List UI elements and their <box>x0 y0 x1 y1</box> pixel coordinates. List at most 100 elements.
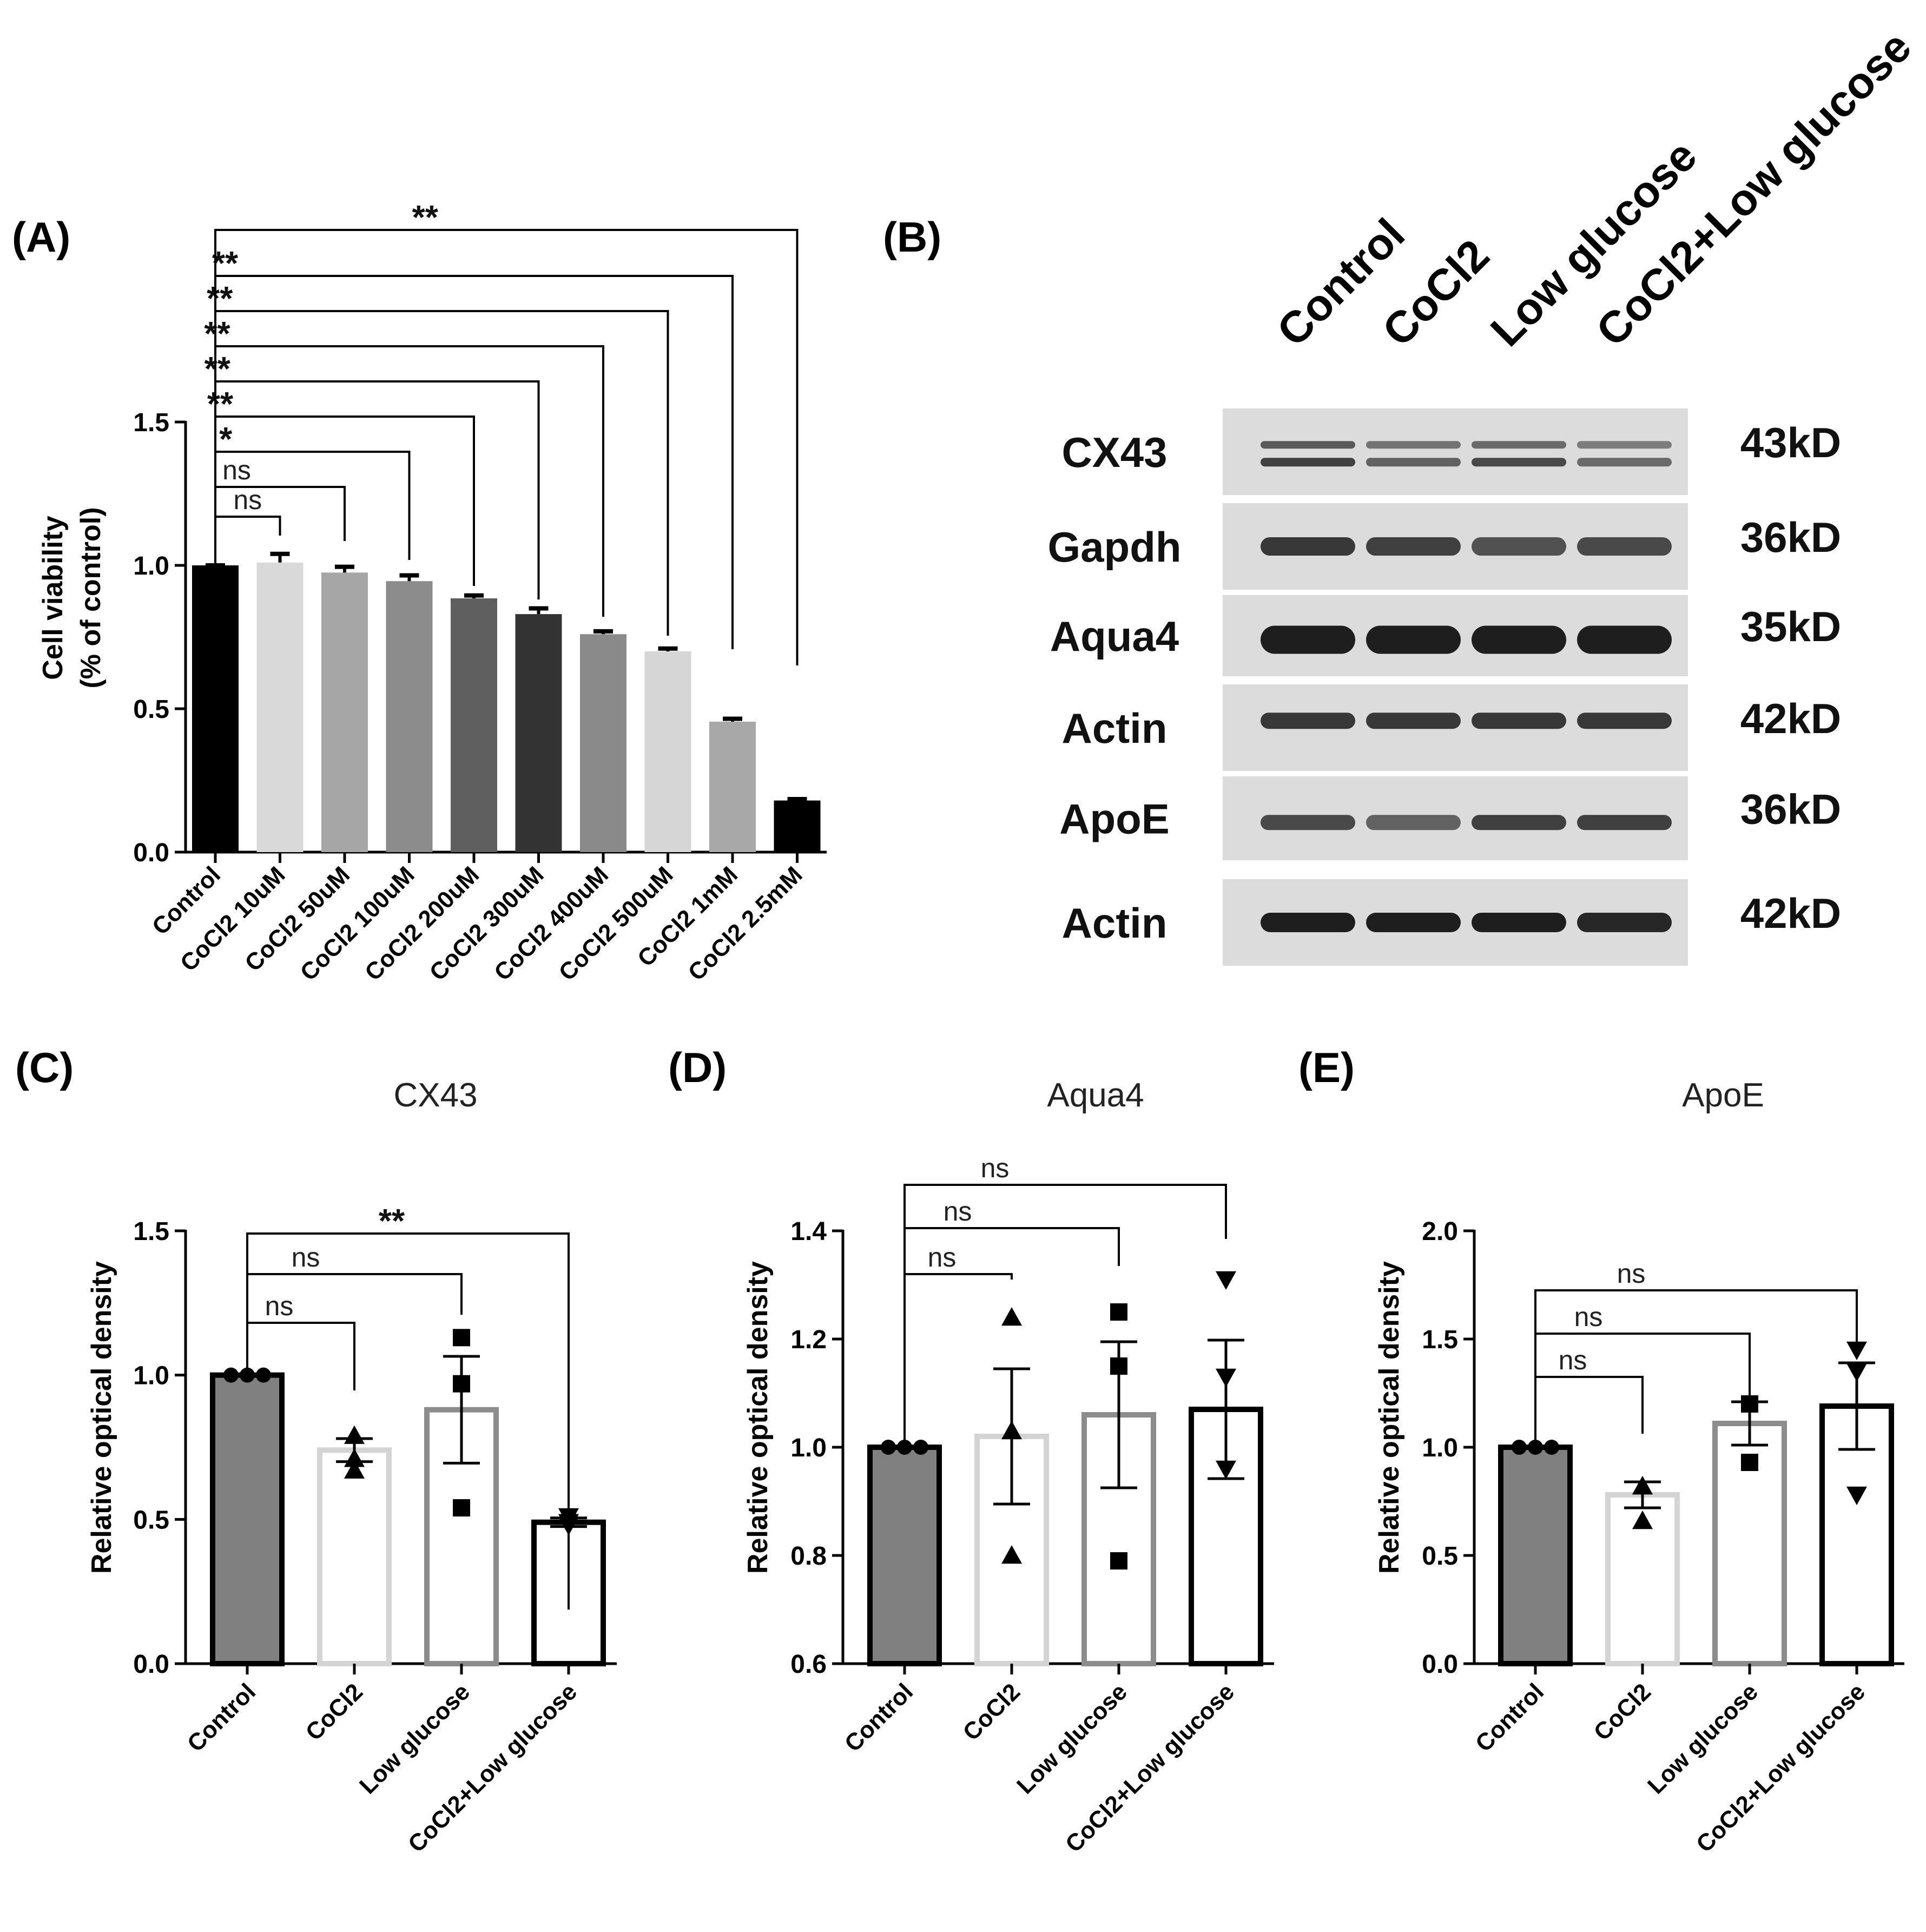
panel-e-y-tick-label: 1.0 <box>1422 1434 1458 1462</box>
panel-a-y-tick-label: 0.5 <box>133 695 169 724</box>
panel-b: (B) CX43 43kD Gapdh 36kD Aqua4 35kD Actin 42kD A… <box>883 22 1921 966</box>
blot-band <box>1366 441 1461 449</box>
blot-band <box>1577 625 1672 654</box>
blot-band <box>1366 537 1461 556</box>
panel-e-significance-label: ns <box>1617 1258 1646 1289</box>
blot-protein-label: Aqua4 <box>1050 612 1179 660</box>
panel-a-significance-label: ** <box>207 280 233 318</box>
blot-size-label: 35kD <box>1740 603 1841 650</box>
blot-band <box>1577 913 1672 932</box>
panel-a-y-axis-title: Cell viability (% of control) <box>37 507 107 688</box>
panel-e-data-point <box>1528 1440 1543 1455</box>
panel-e-significance-bracket <box>1534 1289 1858 1445</box>
blot-band <box>1577 537 1672 556</box>
blot-protein-label: CX43 <box>1061 428 1167 476</box>
panel-d-data-point <box>1001 1421 1022 1440</box>
panel-d-y-tick-label: 0.8 <box>790 1542 827 1571</box>
blot-protein-label: Gapdh <box>1048 523 1182 571</box>
panel-c: (C) CX43 Relative optical density 0.0 0.5… <box>15 1044 617 1858</box>
blot-band <box>1366 913 1461 932</box>
panel-c-data-point <box>256 1367 271 1383</box>
panel-e-significance-label: ns <box>1559 1345 1587 1375</box>
panel-d-y-tick-label: 1.0 <box>790 1434 827 1462</box>
blot-band <box>1366 713 1461 729</box>
panel-a-significance-label: ** <box>204 315 230 353</box>
panel-d-significance-label: ns <box>928 1242 957 1272</box>
panel-a-bar <box>580 634 626 852</box>
panel-e-category-label: Low glucose <box>1643 1678 1763 1799</box>
panel-a-y-axis-title-line1: Cell viability <box>37 516 69 680</box>
blot-band <box>1472 537 1566 556</box>
panel-a-category-label: CoCl2 400uM <box>489 861 614 986</box>
panel-c-category-label: Control <box>182 1678 261 1757</box>
panel-d-significance-label: ns <box>981 1153 1010 1183</box>
panel-d-category-label: CoCl2 <box>958 1678 1026 1746</box>
panel-c-significance-label: ns <box>265 1291 294 1321</box>
panel-a-bar <box>709 721 756 852</box>
panel-e-title: ApoE <box>1682 1077 1764 1114</box>
panel-c-data-point <box>223 1367 239 1383</box>
panel-a-y-axis-title-line2: (% of control) <box>75 507 107 688</box>
panel-d-y-tick-label: 1.2 <box>790 1326 827 1354</box>
blot-band <box>1472 815 1566 830</box>
blot-size-label: 36kD <box>1740 786 1841 833</box>
blot-band <box>1577 458 1672 467</box>
blot-band <box>1472 713 1566 729</box>
blot-size-label: 43kD <box>1740 419 1841 466</box>
blot-size-label: 36kD <box>1740 513 1841 561</box>
panel-d-category-label: Low glucose <box>1012 1678 1132 1799</box>
panel-e-data-point <box>1512 1440 1527 1455</box>
panel-a-bar <box>774 800 821 852</box>
panel-a-significance-label: ns <box>222 455 251 485</box>
panel-a-significance-label: ** <box>212 245 239 282</box>
panel-d-y-tick-label: 0.6 <box>790 1650 827 1679</box>
panel-d: (D) Aqua4 Relative optical density 0.6 0.… <box>668 1044 1274 1858</box>
panel-c-significance-label: ns <box>292 1242 320 1272</box>
panel-c-y-tick-label: 0.0 <box>133 1650 169 1679</box>
panel-d-data-point <box>1110 1552 1127 1570</box>
panel-b-letter: (B) <box>883 213 941 261</box>
panel-a-category-label: CoCl2 200uM <box>360 861 484 986</box>
panel-a-significance-bracket <box>214 516 281 563</box>
blot-protein-label: Actin <box>1062 704 1168 752</box>
panel-e-data-point <box>1846 1341 1867 1360</box>
panel-a-category-label: CoCl2 100uM <box>295 861 420 986</box>
panel-a-significance-label: ** <box>207 386 234 423</box>
panel-c-bar <box>210 1372 285 1667</box>
panel-d-significance-bracket <box>903 1184 1227 1445</box>
panel-e: (E) ApoE Relative optical density 0.0 0.5… <box>1298 1044 1904 1858</box>
panel-a-significance-label: ns <box>233 485 262 515</box>
panel-a-y-tick-label: 1.0 <box>133 552 169 581</box>
blot-band <box>1261 815 1355 830</box>
panel-e-bar <box>1498 1445 1573 1666</box>
blot-size-label: 42kD <box>1740 695 1841 742</box>
panel-c-data-point <box>240 1367 255 1383</box>
panel-c-title: CX43 <box>393 1077 477 1114</box>
blot-band <box>1261 441 1355 449</box>
panel-a-significance-label: ** <box>412 199 439 236</box>
panel-e-data-point <box>1846 1486 1867 1505</box>
panel-e-data-point <box>1544 1440 1559 1455</box>
panel-a-category-label: CoCl2 300uM <box>425 861 549 986</box>
panel-e-category-label: CoCl2 <box>1589 1678 1657 1746</box>
panel-e-y-tick-label: 1.5 <box>1422 1326 1458 1354</box>
panel-d-data-point <box>1216 1460 1236 1479</box>
panel-c-data-point <box>344 1425 365 1444</box>
panel-a-significance-label: * <box>219 421 233 458</box>
panel-c-data-point <box>344 1460 365 1479</box>
panel-a-y-tick-label: 0.0 <box>133 839 169 867</box>
blot-band <box>1472 441 1566 449</box>
panel-c-y-tick-label: 0.5 <box>133 1506 169 1534</box>
blot-band <box>1366 815 1461 830</box>
blot-band <box>1366 625 1461 654</box>
panel-d-category-label: Control <box>840 1678 918 1757</box>
panel-e-y-tick-label: 0.5 <box>1422 1542 1458 1571</box>
panel-c-data-point <box>453 1375 470 1393</box>
panel-c-category-label: Low glucose <box>354 1678 475 1799</box>
panel-c-category-label: CoCl2 <box>301 1678 368 1746</box>
panel-e-data-point <box>1846 1363 1867 1382</box>
panel-d-data-point <box>1001 1307 1022 1326</box>
